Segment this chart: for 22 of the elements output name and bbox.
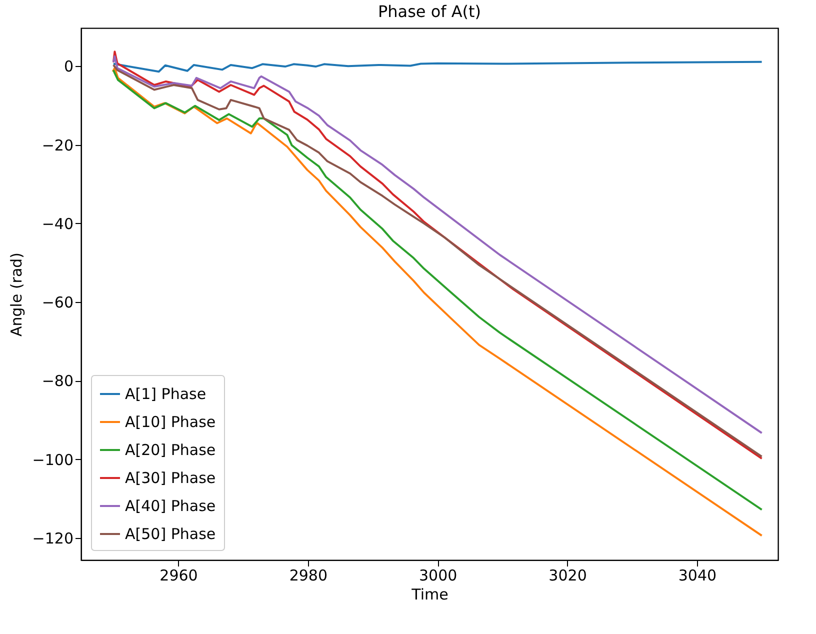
x-tick-label: 3000 xyxy=(419,566,458,584)
y-tick-label: −120 xyxy=(32,529,74,548)
legend-label: A[10] Phase xyxy=(125,413,216,431)
line-series xyxy=(112,60,763,73)
y-tick-label: −100 xyxy=(32,450,74,469)
legend-label: A[40] Phase xyxy=(125,497,216,515)
legend-label: A[50] Phase xyxy=(125,525,216,543)
legend-label: A[1] Phase xyxy=(125,385,206,403)
x-tick-label: 2960 xyxy=(160,566,198,584)
y-tick-label: −60 xyxy=(42,294,74,312)
legend-label: A[30] Phase xyxy=(125,469,216,487)
legend-label: A[20] Phase xyxy=(125,441,216,459)
x-axis-title: Time xyxy=(410,586,448,604)
y-tick-label: 0 xyxy=(64,58,74,76)
x-tick-label: 3040 xyxy=(678,566,717,584)
x-tick-label: 2980 xyxy=(289,566,328,584)
y-tick-label: −80 xyxy=(42,372,74,390)
x-tick-label: 3020 xyxy=(548,566,587,584)
chart-title: Phase of A(t) xyxy=(378,2,482,21)
y-tick-label: −20 xyxy=(42,136,74,154)
y-axis-title: Angle (rad) xyxy=(7,252,26,337)
y-tick-label: −40 xyxy=(42,214,74,233)
